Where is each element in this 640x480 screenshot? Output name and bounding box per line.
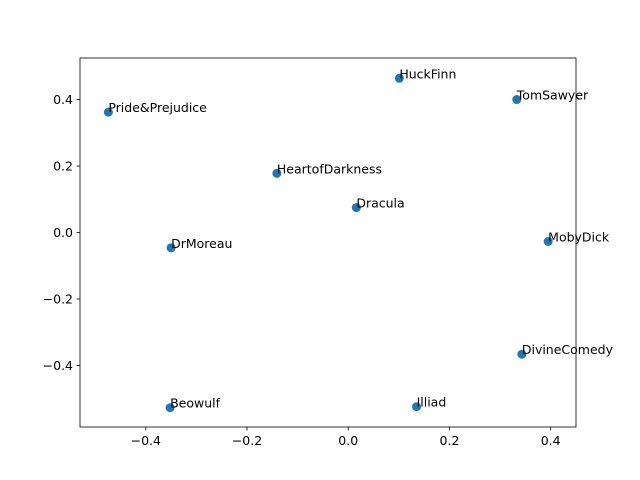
plot-frame [79, 57, 577, 428]
data-point [351, 203, 361, 213]
data-point [166, 243, 176, 253]
point-label: Pride&Prejudice [108, 100, 207, 115]
point-label: MobyDick [548, 230, 610, 245]
y-tick-label: 0.0 [53, 225, 73, 240]
data-point [272, 168, 282, 178]
x-tick-label: −0.2 [232, 433, 262, 448]
point-label: TomSawyer [516, 88, 589, 103]
x-tick-label: 0.2 [440, 433, 460, 448]
data-point [543, 237, 553, 247]
point-label: DrMoreau [171, 236, 232, 251]
data-point [165, 403, 175, 413]
y-tick-label: 0.2 [53, 159, 73, 174]
data-points: HuckFinn TomSawyer Pride&Prejudice HeartofD… [103, 66, 614, 413]
point-label: HeartofDarkness [277, 161, 382, 176]
data-point [512, 95, 522, 105]
data-point [517, 349, 527, 359]
x-tick-label: −0.4 [131, 433, 161, 448]
x-tick-label: 0.0 [338, 433, 358, 448]
y-tick-label: 0.4 [53, 92, 73, 107]
point-label: HuckFinn [399, 66, 456, 81]
point-label: Beowulf [170, 396, 221, 411]
y-tick-label: −0.2 [43, 292, 73, 307]
x-axis: −0.4 −0.2 0.0 0.2 0.4 [131, 427, 561, 448]
data-point [394, 73, 404, 83]
y-axis: −0.4 −0.2 0.0 0.2 0.4 [43, 92, 80, 373]
x-tick-label: 0.4 [541, 433, 561, 448]
data-point [412, 402, 422, 412]
data-point [103, 107, 113, 117]
y-tick-label: −0.4 [43, 358, 73, 373]
point-label: Dracula [356, 196, 404, 211]
point-label: Illiad [417, 395, 447, 410]
point-label: DivineComedy [522, 342, 614, 357]
